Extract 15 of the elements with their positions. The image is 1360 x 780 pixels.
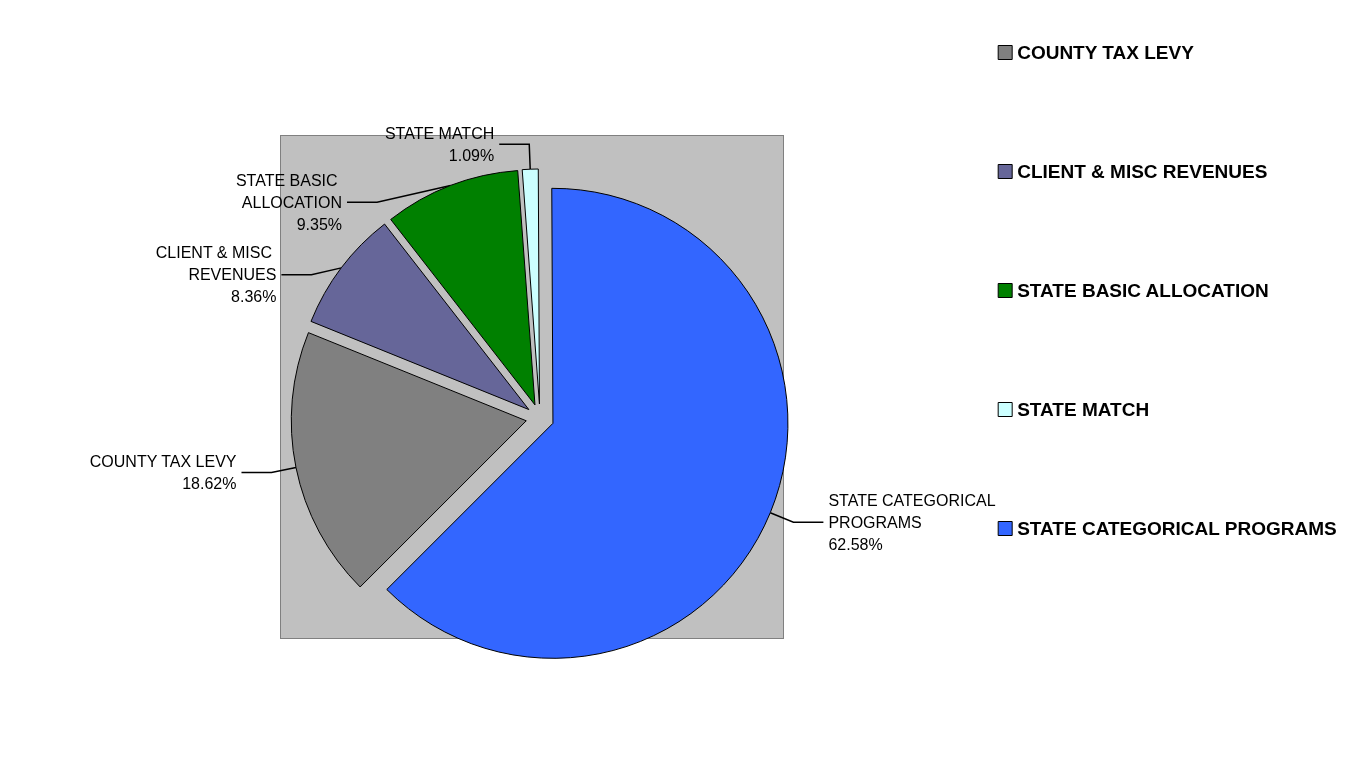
data-label: 9.35% (296, 215, 343, 233)
slice-label: COUNTY TAX LEVY (89, 453, 237, 471)
legend-label: COUNTY TAX LEVY (1017, 42, 1195, 63)
data-label: 18.62% (182, 475, 237, 493)
slice-label: STATE CATEGORICAL PROGRAMS (828, 491, 1000, 531)
legend-label: CLIENT & MISC REVENUES (1017, 161, 1268, 182)
slice-label: STATE BASIC ALLOCATION (235, 171, 343, 211)
data-label: 8.36% (231, 288, 277, 306)
legend-label: STATE BASIC ALLOCATION (1017, 280, 1269, 301)
slice-label: STATE MATCH (384, 124, 495, 142)
legend-label: STATE MATCH (1017, 399, 1150, 420)
slice-label: CLIENT & MISC REVENUES (155, 244, 277, 284)
legend-label: STATE CATEGORICAL PROGRAMS (1017, 518, 1337, 539)
data-label: 1.09% (448, 146, 495, 164)
data-label: 62.58% (828, 535, 883, 553)
